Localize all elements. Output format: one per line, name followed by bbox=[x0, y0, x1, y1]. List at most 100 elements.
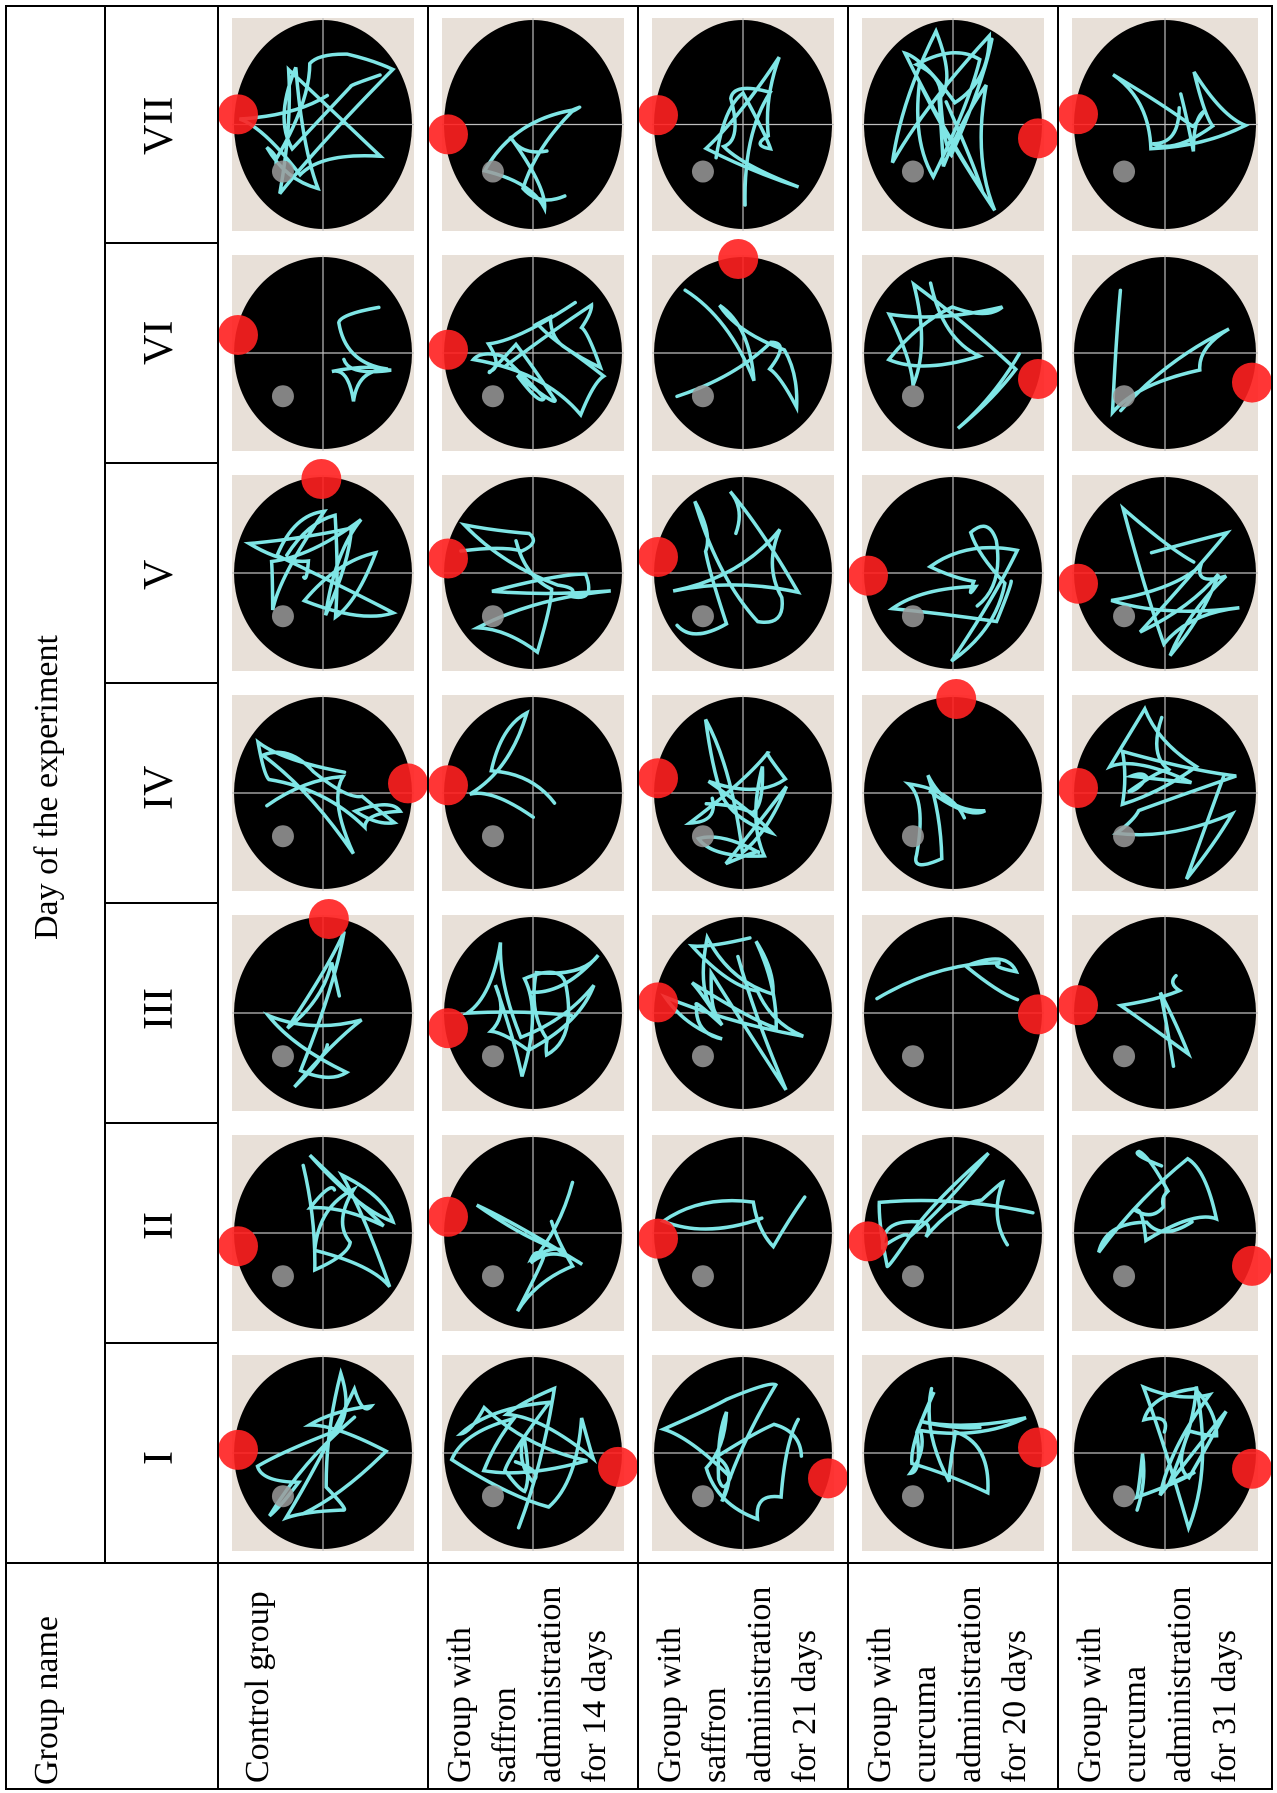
platform-marker bbox=[428, 114, 468, 155]
start-marker bbox=[481, 1485, 504, 1508]
swim-track bbox=[903, 774, 987, 867]
arena-track-image bbox=[428, 255, 624, 451]
swim-track bbox=[331, 305, 392, 402]
group-label-saffron-21-line-1: Group with bbox=[651, 1627, 688, 1783]
platform-marker bbox=[301, 459, 342, 499]
group-label-saffron-14-line-4: for 14 days bbox=[576, 1630, 613, 1783]
start-marker bbox=[691, 1265, 714, 1288]
swim-track bbox=[262, 930, 363, 1089]
arena-track-image bbox=[428, 695, 624, 891]
platform-marker bbox=[218, 315, 258, 356]
group-label-curcuma-20-line-3: administration bbox=[951, 1586, 988, 1783]
swim-track bbox=[1116, 973, 1193, 1068]
group-label-curcuma-20-line-1: Group with bbox=[861, 1627, 898, 1783]
group-label-saffron-14-line-1: Group with bbox=[441, 1627, 478, 1783]
arena-track-image bbox=[428, 1135, 624, 1331]
day-label-ii: II bbox=[136, 1212, 182, 1240]
swim-track bbox=[659, 1195, 807, 1250]
group-label-curcuma-31-line-2: curcuma bbox=[1116, 1665, 1153, 1783]
arena-track-image bbox=[232, 899, 414, 1111]
platform-marker bbox=[428, 329, 468, 370]
arena-track-image bbox=[1072, 1135, 1272, 1331]
platform-marker bbox=[428, 765, 468, 806]
arena-track-image bbox=[218, 1355, 414, 1551]
swim-track bbox=[1132, 1383, 1228, 1534]
arena-track-image bbox=[1058, 695, 1258, 891]
platform-marker bbox=[848, 555, 888, 596]
platform-marker bbox=[848, 1221, 888, 1262]
swim-track bbox=[1105, 704, 1237, 881]
arena-track-image bbox=[442, 1355, 638, 1551]
platform-marker bbox=[218, 1429, 258, 1470]
start-marker bbox=[901, 1265, 924, 1288]
start-marker bbox=[691, 1485, 714, 1508]
platform-marker bbox=[638, 536, 678, 577]
platform-marker bbox=[936, 679, 977, 719]
arena-track-image bbox=[218, 1135, 414, 1331]
platform-marker bbox=[1232, 1448, 1272, 1489]
swim-track bbox=[683, 718, 789, 866]
group-label-saffron-14-line-3: administration bbox=[531, 1586, 568, 1783]
start-marker bbox=[1113, 1485, 1136, 1508]
group-label-curcuma-31-line-4: for 31 days bbox=[1206, 1630, 1243, 1783]
start-marker bbox=[271, 385, 294, 408]
start-marker bbox=[481, 605, 504, 628]
start-marker bbox=[271, 1265, 294, 1288]
platform-marker bbox=[428, 1196, 468, 1237]
arena-track-image bbox=[428, 475, 624, 671]
swim-track bbox=[1110, 288, 1230, 418]
day-label-i: I bbox=[136, 1451, 182, 1465]
swim-track bbox=[238, 52, 396, 195]
day-label-vii: VII bbox=[136, 96, 182, 155]
day-label-vi: VI bbox=[136, 320, 182, 365]
arena-track-image bbox=[862, 915, 1058, 1111]
platform-marker bbox=[1058, 767, 1098, 808]
platform-marker bbox=[1018, 359, 1058, 400]
group-name-header: Group name bbox=[28, 1615, 65, 1785]
group-label-saffron-21-line-3: administration bbox=[741, 1586, 778, 1783]
swim-track bbox=[906, 1386, 1027, 1496]
start-marker bbox=[901, 1045, 924, 1068]
platform-marker bbox=[1232, 362, 1272, 403]
arena-track-image bbox=[218, 255, 414, 451]
platform-marker bbox=[1232, 1245, 1272, 1286]
platform-marker bbox=[638, 1218, 678, 1259]
start-marker bbox=[481, 385, 504, 408]
start-marker bbox=[1113, 1045, 1136, 1068]
start-marker bbox=[1113, 825, 1136, 848]
swim-track bbox=[461, 942, 600, 1077]
arena-track-image bbox=[1072, 1355, 1272, 1551]
swim-track bbox=[660, 932, 804, 1091]
swim-track bbox=[1110, 503, 1240, 657]
arena-track-image bbox=[848, 475, 1044, 671]
swim-track bbox=[875, 957, 1020, 1002]
arena-track-image bbox=[652, 239, 834, 451]
arena-track-image bbox=[862, 255, 1058, 451]
arena-track-image bbox=[652, 1355, 848, 1551]
swim-track bbox=[675, 288, 799, 414]
platform-marker bbox=[1018, 1427, 1058, 1468]
platform-marker bbox=[218, 94, 258, 135]
platform-marker bbox=[638, 758, 678, 799]
platform-marker bbox=[428, 538, 468, 579]
swim-track bbox=[243, 509, 398, 621]
group-label-curcuma-20-line-2: curcuma bbox=[906, 1665, 943, 1783]
platform-marker bbox=[388, 763, 428, 804]
start-marker bbox=[481, 1265, 504, 1288]
start-marker bbox=[1113, 160, 1136, 183]
start-marker bbox=[1113, 1265, 1136, 1288]
swim-track bbox=[475, 1180, 584, 1313]
arena-track-image bbox=[1058, 915, 1258, 1111]
platform-marker bbox=[718, 239, 759, 279]
platform-marker bbox=[1058, 94, 1098, 135]
swim-track bbox=[890, 26, 997, 212]
start-marker bbox=[271, 160, 294, 183]
arena-track-image bbox=[638, 18, 834, 231]
group-label-curcuma-31-line-3: administration bbox=[1161, 1586, 1198, 1783]
start-marker bbox=[691, 1045, 714, 1068]
swim-track bbox=[481, 105, 582, 215]
swim-track bbox=[449, 1385, 598, 1530]
platform-marker bbox=[1018, 994, 1058, 1035]
start-marker bbox=[481, 825, 504, 848]
arena-track-image bbox=[862, 1355, 1058, 1551]
